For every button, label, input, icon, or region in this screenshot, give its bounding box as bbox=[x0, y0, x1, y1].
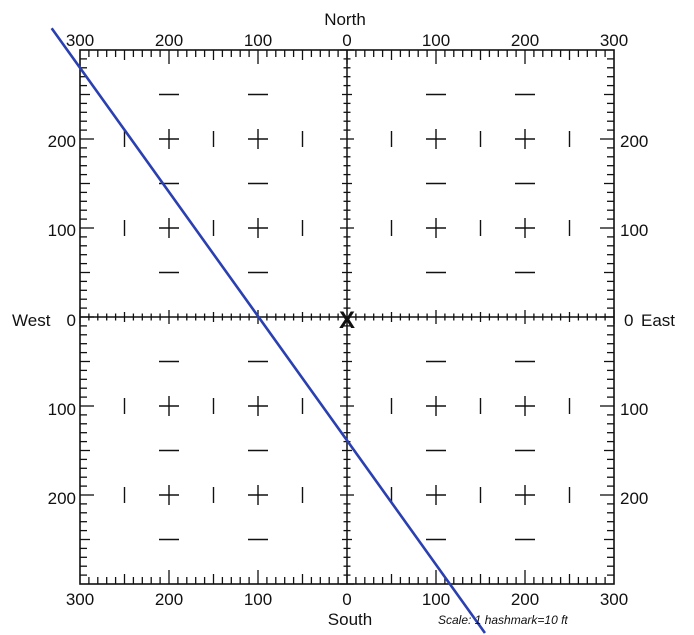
bottom-label-w200: 200 bbox=[155, 590, 183, 609]
top-label-e200: 200 bbox=[511, 31, 539, 50]
bottom-label-w100: 100 bbox=[244, 590, 272, 609]
bottom-label-e200: 200 bbox=[511, 590, 539, 609]
right-label-0: 0 bbox=[624, 311, 633, 330]
grid-crosses bbox=[123, 93, 571, 541]
top-label-e100: 100 bbox=[422, 31, 450, 50]
right-label-s100: 100 bbox=[620, 400, 648, 419]
right-label-n200: 200 bbox=[620, 132, 648, 151]
south-label: South bbox=[328, 610, 372, 629]
right-label-s200: 200 bbox=[620, 489, 648, 508]
center-marker: X bbox=[339, 307, 355, 334]
bottom-label-e300: 300 bbox=[600, 590, 628, 609]
west-label: West bbox=[12, 311, 51, 330]
top-label-w100: 100 bbox=[244, 31, 272, 50]
east-label: East bbox=[641, 311, 675, 330]
top-label-w300: 300 bbox=[66, 31, 94, 50]
left-label-n100: 100 bbox=[48, 221, 76, 240]
right-label-n100: 100 bbox=[620, 221, 648, 240]
track-line bbox=[50, 27, 487, 634]
bottom-label-e100: 100 bbox=[422, 590, 450, 609]
bottom-label-w300: 300 bbox=[66, 590, 94, 609]
left-label-0: 0 bbox=[67, 311, 76, 330]
north-label: North bbox=[324, 10, 366, 29]
left-label-s200: 200 bbox=[48, 489, 76, 508]
top-label-w200: 200 bbox=[155, 31, 183, 50]
tick-marks bbox=[79, 49, 615, 585]
bottom-label-0: 0 bbox=[342, 590, 351, 609]
left-label-s100: 100 bbox=[48, 400, 76, 419]
top-label-e300: 300 bbox=[600, 31, 628, 50]
scale-note: Scale: 1 hashmark=10 ft bbox=[438, 613, 568, 627]
top-label-0: 0 bbox=[342, 31, 351, 50]
left-label-n200: 200 bbox=[48, 132, 76, 151]
